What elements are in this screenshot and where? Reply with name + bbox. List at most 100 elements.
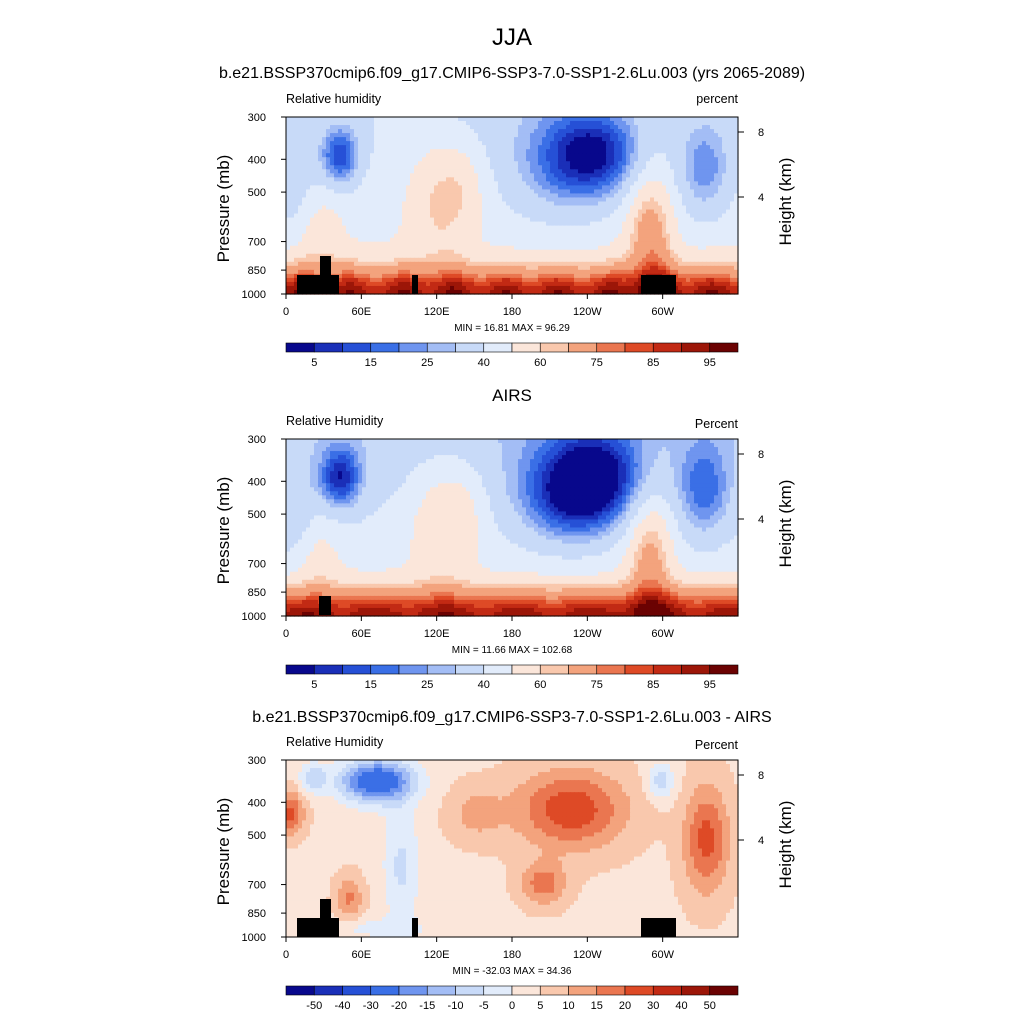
field-cell xyxy=(510,233,515,239)
field-cell xyxy=(518,277,523,283)
field-cell xyxy=(714,117,719,122)
field-cell xyxy=(438,161,443,166)
field-cell xyxy=(290,217,295,223)
field-cell xyxy=(426,153,431,158)
field-cell xyxy=(642,269,647,275)
field-cell xyxy=(334,221,339,227)
field-cell xyxy=(474,181,479,186)
field-cell xyxy=(670,193,675,199)
field-cell xyxy=(494,173,499,178)
field-cell xyxy=(314,233,319,239)
field-cell xyxy=(422,213,427,219)
field-cell xyxy=(546,289,551,295)
field-cell xyxy=(706,145,711,150)
field-cell xyxy=(550,189,555,195)
field-cell xyxy=(366,225,371,231)
field-cell xyxy=(718,273,723,279)
field-cell xyxy=(470,233,475,239)
field-cell xyxy=(398,185,403,191)
field-cell xyxy=(590,281,595,287)
field-cell xyxy=(626,225,631,231)
field-cell xyxy=(522,289,527,295)
field-cell xyxy=(554,281,559,287)
field-cell xyxy=(418,133,423,138)
field-cell xyxy=(466,237,471,243)
field-cell xyxy=(618,141,623,146)
field-cell xyxy=(614,165,619,170)
field-cell xyxy=(642,221,647,227)
field-cell xyxy=(578,145,583,150)
field-cell xyxy=(578,149,583,154)
field-cell xyxy=(726,241,731,247)
field-cell xyxy=(450,169,455,174)
field-cell xyxy=(354,289,359,295)
field-cell xyxy=(442,245,447,251)
field-cell xyxy=(446,225,451,231)
field-cell xyxy=(350,181,355,186)
field-cell xyxy=(334,197,339,203)
field-cell xyxy=(566,277,571,283)
field-cell xyxy=(582,221,587,227)
field-cell xyxy=(442,125,447,130)
field-cell xyxy=(734,145,739,150)
field-cell xyxy=(730,137,735,142)
field-cell xyxy=(494,217,499,223)
field-cell xyxy=(390,245,395,251)
field-cell xyxy=(418,209,423,215)
field-cell xyxy=(630,201,635,207)
field-cell xyxy=(674,145,679,150)
field-cell xyxy=(718,253,723,259)
field-cell xyxy=(538,249,543,255)
field-cell xyxy=(654,197,659,203)
field-cell xyxy=(558,125,563,130)
field-cell xyxy=(342,141,347,146)
field-cell xyxy=(646,213,651,219)
field-cell xyxy=(546,213,551,219)
field-cell xyxy=(358,285,363,291)
field-cell xyxy=(430,185,435,191)
field-cell xyxy=(502,205,507,211)
field-cell xyxy=(482,245,487,251)
field-cell xyxy=(426,181,431,186)
field-cell xyxy=(534,261,539,267)
field-cell xyxy=(538,201,543,207)
field-cell xyxy=(578,141,583,146)
field-cell xyxy=(690,205,695,211)
field-cell xyxy=(466,177,471,182)
field-cell xyxy=(622,225,627,231)
field-cell xyxy=(686,253,691,259)
field-cell xyxy=(570,289,575,295)
field-cell xyxy=(586,145,591,150)
field-cell xyxy=(298,249,303,255)
field-cell xyxy=(562,197,567,203)
field-cell xyxy=(314,237,319,243)
field-cell xyxy=(466,213,471,219)
field-cell xyxy=(562,117,567,122)
field-cell xyxy=(522,213,527,219)
field-cell xyxy=(598,173,603,178)
field-cell xyxy=(634,129,639,134)
field-cell xyxy=(374,177,379,182)
field-cell xyxy=(434,209,439,215)
field-cell xyxy=(474,185,479,191)
field-cell xyxy=(394,153,399,158)
field-cell xyxy=(690,145,695,150)
field-cell xyxy=(498,249,503,255)
field-cell xyxy=(430,285,435,291)
field-cell xyxy=(726,289,731,295)
field-cell xyxy=(394,237,399,243)
field-cell xyxy=(574,213,579,219)
field-cell xyxy=(502,145,507,150)
field-cell xyxy=(534,289,539,295)
field-cell xyxy=(510,205,515,211)
field-cell xyxy=(350,197,355,203)
field-cell xyxy=(514,193,519,199)
field-cell xyxy=(630,249,635,255)
field-cell xyxy=(714,281,719,287)
field-cell xyxy=(650,125,655,130)
field-cell xyxy=(546,273,551,279)
field-cell xyxy=(678,137,683,142)
field-cell xyxy=(686,181,691,186)
field-cell xyxy=(550,269,555,275)
field-cell xyxy=(490,233,495,239)
